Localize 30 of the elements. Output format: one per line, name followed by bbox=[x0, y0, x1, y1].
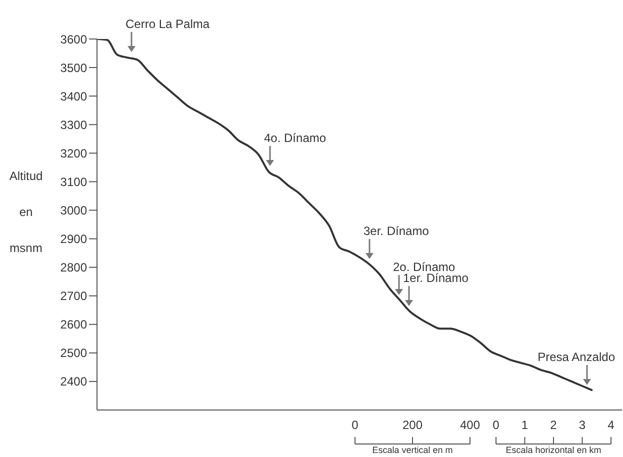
annotation: Presa Anzaldo bbox=[538, 350, 616, 364]
y-tick-label: 3000 bbox=[60, 203, 88, 218]
text: Escala vertical en m bbox=[371, 445, 454, 455]
y-tick-label: 3400 bbox=[60, 89, 88, 104]
y-tick-label: 3600 bbox=[60, 32, 88, 46]
text: 2 bbox=[550, 418, 557, 432]
text: Altitud en msnm bbox=[9, 169, 43, 255]
annotation: 2o. Dínamo bbox=[393, 260, 456, 274]
text: 200 bbox=[402, 418, 423, 432]
y-tick-label: 2700 bbox=[60, 289, 88, 304]
text: 3 bbox=[578, 418, 586, 432]
y-tick-label: 2600 bbox=[60, 318, 88, 332]
y-tick-label: 2800 bbox=[60, 260, 88, 275]
text: 400 bbox=[460, 418, 480, 432]
text: 0 bbox=[352, 418, 358, 432]
annotation: 4o. Dínamo bbox=[264, 131, 326, 145]
text: Cerro La Palma bbox=[126, 17, 210, 31]
y-tick-label: 3200 bbox=[60, 146, 88, 160]
text: 4 bbox=[608, 418, 614, 432]
y-tick-label: 3100 bbox=[60, 174, 88, 189]
text: 1 bbox=[521, 418, 528, 432]
annotation: 1er. Dínamo bbox=[403, 271, 469, 285]
text: Escala horizontal en km bbox=[504, 445, 602, 455]
y-tick-label: 2500 bbox=[60, 346, 88, 360]
y-tick-label: 3300 bbox=[60, 118, 88, 132]
y-tick-label: 2900 bbox=[60, 232, 88, 246]
text: 0 bbox=[492, 418, 500, 432]
y-tick-label: 2400 bbox=[60, 374, 88, 389]
y-tick-label: 3500 bbox=[60, 60, 88, 75]
annotation: 3er. Dínamo bbox=[364, 224, 430, 238]
